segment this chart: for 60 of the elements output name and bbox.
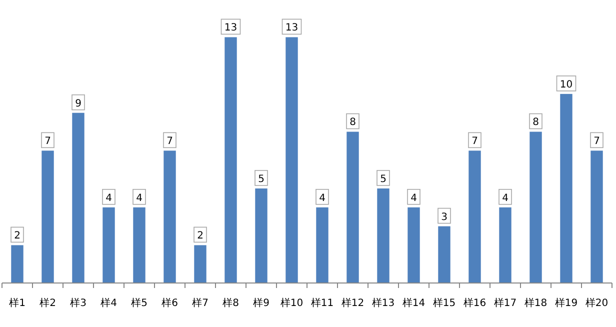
x-tick-label: 样15	[432, 297, 456, 309]
data-label: 10	[560, 79, 573, 90]
data-label: 3	[441, 212, 448, 223]
bar	[164, 150, 176, 283]
data-label: 7	[472, 136, 478, 148]
bar	[224, 37, 237, 283]
data-label: 4	[410, 192, 417, 204]
data-label: 2	[14, 230, 20, 242]
x-tick-label: 样9	[253, 297, 270, 309]
data-label: 4	[319, 192, 326, 204]
data-label: 13	[224, 22, 238, 34]
x-tick-label: 样18	[524, 297, 548, 309]
bar	[377, 188, 390, 283]
x-tick-label: 样10	[280, 297, 304, 309]
data-label: 7	[166, 136, 173, 148]
x-tick-label: 样12	[341, 297, 364, 309]
bar	[255, 188, 268, 283]
data-label: 5	[258, 174, 264, 185]
data-label: 13	[285, 22, 298, 34]
x-tick-label: 样11	[310, 297, 334, 309]
data-label: 4	[136, 192, 142, 204]
x-tick-label: 样6	[162, 297, 178, 309]
bar	[194, 245, 206, 283]
bar	[499, 207, 512, 283]
x-tick-label: 样1	[9, 297, 26, 309]
bar	[11, 245, 24, 283]
data-label: 2	[197, 230, 204, 242]
data-label: 4	[502, 192, 508, 204]
bar	[590, 150, 603, 283]
bar	[72, 112, 84, 283]
x-tick-label: 样14	[402, 297, 426, 309]
x-tick-label: 样8	[222, 297, 239, 309]
data-label: 8	[532, 117, 539, 128]
data-label: 5	[380, 174, 386, 185]
bar	[408, 207, 420, 283]
data-label: 7	[594, 136, 600, 148]
bar	[530, 132, 542, 283]
x-tick-label: 样7	[192, 297, 208, 309]
x-tick-label: 样20	[585, 297, 608, 309]
bar	[346, 132, 359, 283]
x-tick-label: 样2	[40, 297, 56, 309]
x-tick-label: 样17	[494, 297, 517, 309]
data-label: 9	[75, 98, 82, 110]
x-tick-label: 样13	[372, 297, 395, 309]
bar	[42, 150, 54, 283]
x-tick-label: 样5	[131, 297, 148, 309]
data-label: 4	[106, 192, 112, 204]
data-label: 8	[350, 117, 356, 128]
bar	[560, 94, 572, 283]
x-tick-label: 样3	[70, 297, 86, 309]
bar	[316, 207, 328, 283]
bar	[438, 226, 450, 283]
bar	[133, 207, 146, 283]
data-label: 7	[44, 136, 51, 148]
x-tick-label: 样19	[554, 297, 578, 309]
bar	[286, 37, 298, 283]
bar	[102, 207, 115, 283]
bar	[468, 150, 481, 283]
x-tick-label: 样16	[463, 297, 486, 309]
x-tick-label: 样4	[100, 297, 117, 309]
